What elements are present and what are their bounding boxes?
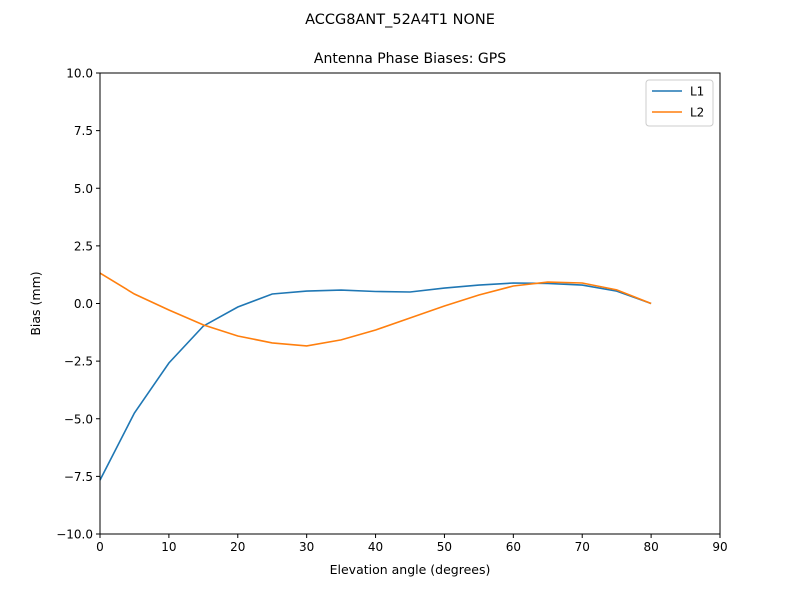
x-tick-label: 70 (575, 540, 590, 554)
series-line-L1 (99, 282, 652, 481)
series-line-L2 (99, 272, 652, 347)
x-tick-label: 30 (299, 540, 314, 554)
axes-frame (99, 72, 721, 535)
y-tick-label: 2.5 (74, 239, 93, 253)
x-tick-label: 80 (643, 540, 658, 554)
x-tick-label: 0 (96, 540, 104, 554)
legend: L1 L2 (645, 79, 714, 127)
x-tick-label: 40 (368, 540, 383, 554)
x-tick-label: 10 (161, 540, 176, 554)
y-axis-label: Bias (mm) (28, 271, 43, 335)
x-tick-label: 50 (437, 540, 452, 554)
x-tick-label: 60 (506, 540, 521, 554)
suptitle: ACCG8ANT_52A4T1 NONE (305, 12, 495, 28)
y-tick-label: −5.0 (64, 412, 93, 426)
y-tick-label: 10.0 (66, 67, 93, 81)
y-tick-label: 7.5 (74, 124, 93, 138)
y-tick-label: −2.5 (64, 355, 93, 369)
data-lines (99, 272, 652, 481)
y-tick-label: −7.5 (64, 470, 93, 484)
y-tick-label: 5.0 (74, 182, 93, 196)
y-tick-label: 0.0 (74, 297, 93, 311)
axes: 0 10 20 30 40 50 60 70 80 90 −10.0 −7.5 −5.0 −2.5 0.0 2… (56, 67, 727, 555)
x-axis-label: Elevation angle (degrees) (330, 562, 491, 577)
chart-title: Antenna Phase Biases: GPS (314, 51, 506, 67)
x-tick-label: 20 (230, 540, 245, 554)
legend-label-L1: L1 (690, 85, 704, 99)
legend-label-L2: L2 (690, 106, 704, 120)
y-tick-label: −10.0 (56, 528, 93, 542)
x-tick-label: 90 (712, 540, 727, 554)
